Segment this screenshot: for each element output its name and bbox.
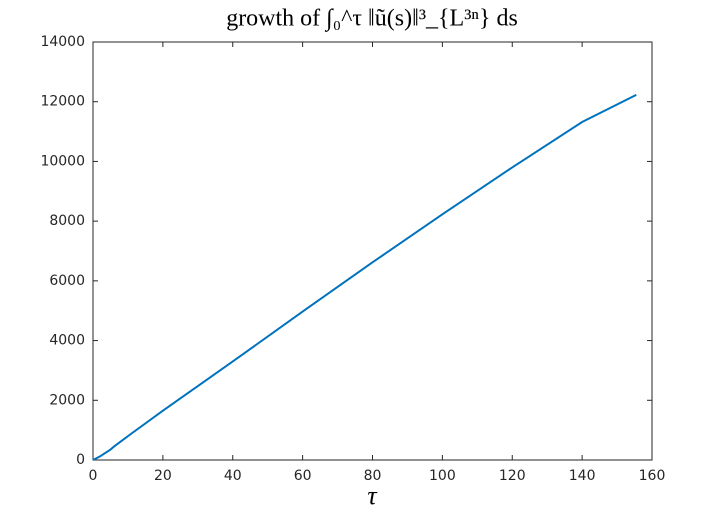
chart-title: growth of ∫₀^τ ‖ũ(s)‖³_{L³ⁿ} ds xyxy=(226,6,518,33)
y-tick-label: 6000 xyxy=(49,273,85,289)
x-tick-label: 140 xyxy=(569,468,596,484)
y-tick-label: 14000 xyxy=(40,34,85,50)
y-tick-label: 10000 xyxy=(40,153,85,169)
x-tick-label: 160 xyxy=(639,468,666,484)
y-tick-label: 8000 xyxy=(49,213,85,229)
x-tick-label: 20 xyxy=(154,468,172,484)
x-tick-label: 100 xyxy=(429,468,456,484)
x-tick-label: 0 xyxy=(89,468,98,484)
x-axis-label: τ xyxy=(367,481,378,510)
x-tick-label: 80 xyxy=(364,468,382,484)
y-tick-label: 12000 xyxy=(40,94,85,110)
y-tick-label: 0 xyxy=(76,452,85,468)
x-tick-label: 40 xyxy=(224,468,242,484)
plot-box xyxy=(92,41,653,461)
y-tick-label: 2000 xyxy=(49,392,85,408)
x-tick-label: 60 xyxy=(294,468,312,484)
data-line xyxy=(92,93,637,461)
y-tick-label: 4000 xyxy=(49,333,85,349)
x-tick-label: 120 xyxy=(499,468,526,484)
